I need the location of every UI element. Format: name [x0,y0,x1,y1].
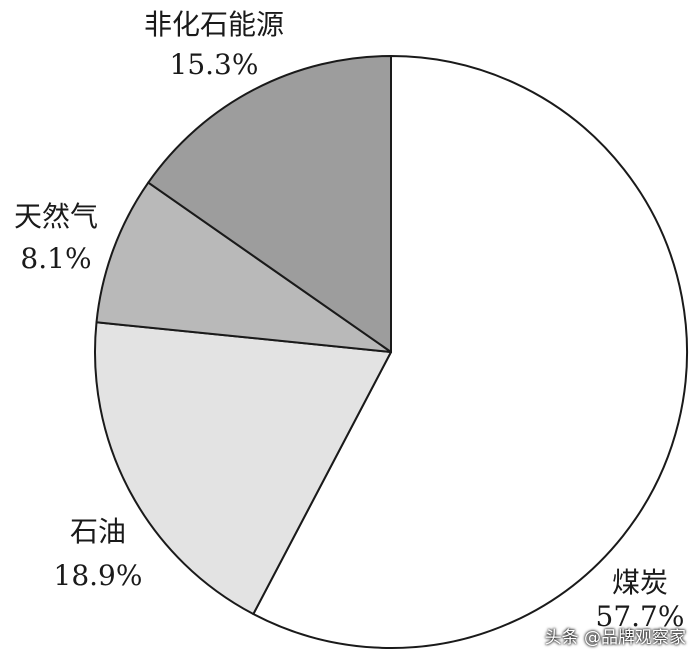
slice-label-oil: 石油 [70,515,126,548]
slice-label-coal: 煤炭 [612,566,668,599]
slice-value-gas: 8.1% [20,242,91,275]
watermark: 头条 @品牌观察家 [544,628,686,648]
pie-slices [94,55,688,649]
slice-value-nonfossil: 15.3% [170,48,259,81]
slice-value-oil: 18.9% [54,559,143,592]
slice-value-coal: 57.7% [596,600,685,633]
slice-oil [94,321,392,616]
slice-gas [95,181,392,353]
slice-label-gas: 天然气 [14,200,98,233]
slice-coal [252,55,688,649]
slice-nonfossil [147,55,392,353]
slice-label-nonfossil: 非化石能源 [144,8,284,41]
pie-labels: 煤炭 57.7% 石油 18.9% 天然气 8.1% 非化石能源 15.3% [14,8,684,633]
